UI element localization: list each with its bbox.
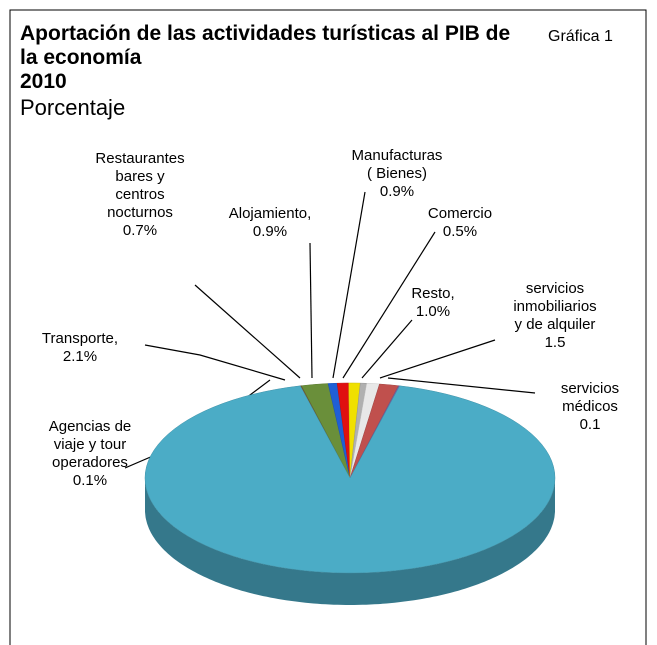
value-label: 0.1: [579, 416, 601, 433]
data-label: Transporte, 2.1%: [42, 330, 118, 366]
category-label: Comercio: [427, 205, 493, 222]
leader-line: [361, 319, 413, 379]
leader-line: [342, 231, 436, 379]
value-label: 2.1%: [62, 348, 98, 365]
data-label: servicios inmobiliarios y de alquiler 1.5: [513, 280, 596, 352]
data-label: Restaurantes bares y centros nocturnos 0.…: [95, 150, 184, 240]
value-label: 0.5%: [442, 223, 478, 240]
unit-label: Porcentaje: [20, 95, 126, 120]
data-label: Alojamiento, 0.9%: [229, 205, 312, 241]
category-label: servicios médicos: [560, 380, 620, 415]
leader-line: [332, 191, 366, 379]
data-label: Agencias de viaje y tour operadores 0.1%: [49, 418, 132, 490]
value-label: 1.5: [544, 334, 566, 351]
category-label: Transporte,: [41, 330, 119, 347]
leader-line: [194, 284, 301, 379]
value-label: 0.1%: [72, 472, 108, 489]
value-label: 0.9%: [379, 183, 415, 200]
data-label: Manufacturas ( Bienes) 0.9%: [352, 147, 443, 201]
category-label: Agencias de viaje y tour operadores: [48, 418, 132, 471]
slice: [144, 385, 556, 574]
value-label: 1.0%: [415, 303, 451, 320]
pie: [144, 382, 556, 605]
chart-title: Aportación de las actividades turísticas…: [20, 22, 511, 69]
data-label: Comercio 0.5%: [428, 205, 492, 241]
data-label: servicios médicos 0.1: [561, 380, 619, 434]
leader-line: [379, 339, 496, 379]
leader-line: [144, 344, 286, 381]
leader-line: [387, 377, 536, 394]
value-label: 0.9%: [252, 223, 288, 240]
chart-subtitle: 2010: [20, 70, 67, 93]
figure-label: Gráfica 1: [548, 28, 613, 45]
leader-line: [309, 242, 313, 379]
category-label: servicios inmobiliarios y de alquiler: [513, 280, 597, 333]
data-label: Resto, 1.0%: [411, 285, 454, 321]
slice-side: [145, 478, 555, 605]
category-label: Alojamiento,: [228, 205, 312, 222]
value-label: 0.7%: [122, 222, 158, 239]
category-label: Manufacturas ( Bienes): [351, 147, 443, 182]
category-label: Restaurantes bares y centros nocturnos: [95, 150, 185, 221]
category-label: Resto,: [411, 285, 455, 302]
